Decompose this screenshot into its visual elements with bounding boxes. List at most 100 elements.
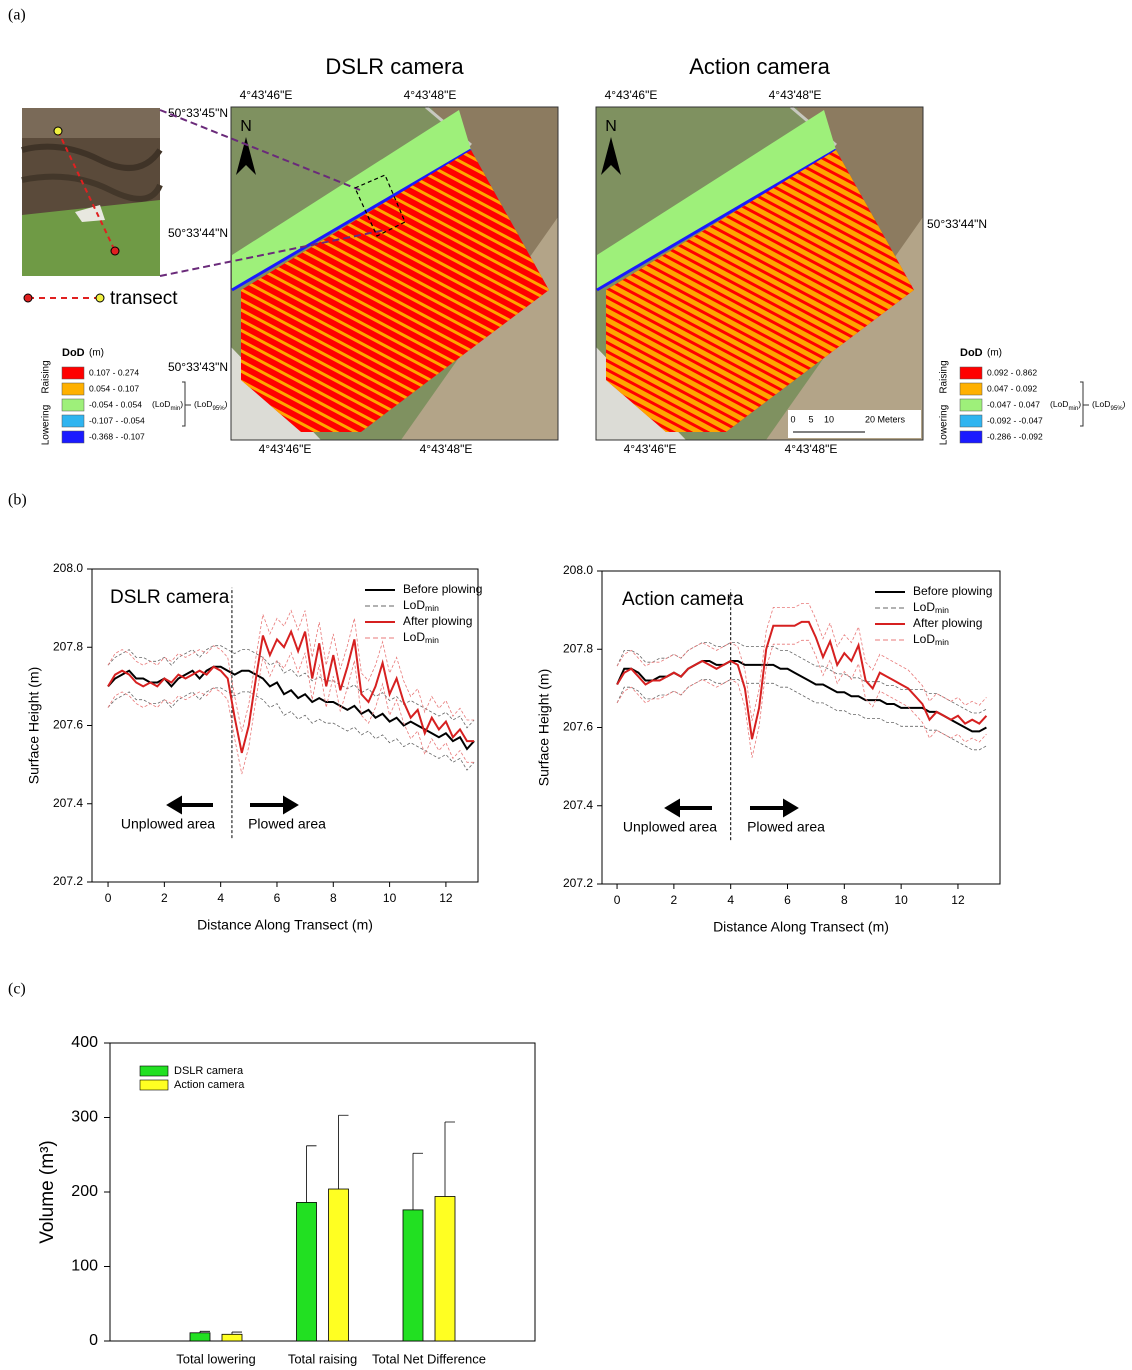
legend-swatch [959,398,983,412]
x-tick-label: 6 [274,891,281,905]
lod95-note-part: (LoD [194,399,212,409]
legend-swatch [61,414,85,428]
photo-inset [21,108,163,276]
lod-envelope [616,642,987,714]
x-axis-label: Distance Along Transect (m) [713,919,889,935]
legend-swatch [959,414,983,428]
legend-label: Before plowing [913,584,992,598]
lod95-note: (LoD95%) [1092,399,1126,411]
y-tick-label: 207.4 [563,798,593,812]
error-bar [231,1331,242,1335]
legend-label: DSLR camera [174,1065,244,1077]
legend-swatch [959,430,983,444]
lowering-label: Lowering [41,405,52,446]
y-tick-label: 200 [71,1183,98,1200]
lowering-label: Lowering [939,405,950,446]
x-tick-label: 4 [727,893,734,907]
y-tick-label: 208.0 [563,563,593,577]
lat-label: 50°33'44"N [168,226,228,240]
lod-bracket [182,381,191,427]
map-title: Action camera [689,54,830,79]
transect-label: transect [110,288,178,309]
line-series [107,628,475,754]
y-tick-label: 0 [89,1332,98,1349]
lod-min-note-part: min [1068,405,1078,412]
y-tick-label: 400 [71,1034,98,1051]
scale-label: 20 Meters [865,414,906,424]
legend-title-part: DoD [960,347,983,359]
x-tick-label: 6 [784,893,791,907]
lod-min-note: (LoDmin) [1050,399,1081,411]
lod95-note-part: (LoD [1092,399,1110,409]
x-tick-label: 2 [161,891,168,905]
lod-envelope [616,603,987,721]
map-strip [232,110,471,290]
error-bar [444,1121,455,1197]
line-series [107,665,475,751]
map-strip [597,110,836,290]
scale-box [788,410,921,438]
legend-title-part: DoD [62,347,85,359]
legend-swatch [61,398,85,412]
x-tick-label: 8 [330,891,337,905]
north-arrow [236,137,256,175]
legend-swatch [61,366,85,380]
legend-label: LoDmin [403,630,439,645]
y-tick-label: 207.6 [53,718,83,732]
raising-label: Raising [939,360,950,393]
y-tick-label: 207.2 [563,876,593,890]
lod95-note-part: 95% [212,405,225,412]
x-tick-label: 12 [951,893,965,907]
y-axis-label: Surface Height (m) [536,669,552,786]
x-tick-label: 10 [383,891,397,905]
legend-class: -0.368 - -0.107 [89,431,145,441]
y-tick-label: 207.8 [563,641,593,655]
x-tick-label: Total lowering [176,1351,256,1366]
lod-envelope [616,639,987,758]
north-arrow [601,137,621,175]
lod95-note-part: ) [225,399,228,409]
line-series [616,660,987,733]
chart-title: Action camera [622,589,744,610]
legend-title: DoD [960,347,983,359]
legend-class: 0.107 - 0.274 [89,367,139,377]
lon-label: 4°43'46"E [605,88,658,102]
x-tick-label: 8 [841,893,848,907]
x-tick-label: 2 [671,893,678,907]
x-tick-label: 0 [105,891,112,905]
legend-unit: (m) [89,348,104,359]
lod-min-note-part: (LoD [152,399,170,409]
lod-min-note-part: (LoD [1050,399,1068,409]
legend-label-part: min [425,635,439,645]
legend-label-part: LoD [403,598,425,612]
y-tick-label: 208.0 [53,561,83,575]
y-tick-label: 300 [71,1109,98,1126]
map-frame [230,106,559,441]
map-frame [595,106,924,441]
lon-label: 4°43'46"E [240,88,293,102]
legend-unit: (m) [987,348,1002,359]
area-note: Plowed area [248,816,326,832]
legend-label: After plowing [403,614,472,628]
north-label: N [605,118,617,135]
legend-swatch [959,382,983,396]
transect-key [23,293,105,303]
lat-label: 50°33'44"N [927,217,987,231]
map-dod-stripes [241,150,549,432]
scale-label: 5 [808,414,813,424]
legend-label: After plowing [913,616,982,630]
error-bar [338,1114,349,1190]
scale-label: 0 [790,414,795,424]
scale-label: 10 [824,414,834,424]
legend-class: -0.054 - 0.054 [89,399,142,409]
legend-label: LoDmin [913,600,949,615]
legend-label: Action camera [174,1079,245,1091]
legend-class: -0.107 - -0.054 [89,415,145,425]
lod-envelope [107,645,475,729]
error-bar [199,1330,210,1333]
map-strip-edge [231,148,472,292]
y-tick-label: 207.8 [53,639,83,653]
panel-label: (c) [8,981,26,998]
legend-label: Before plowing [403,582,482,596]
